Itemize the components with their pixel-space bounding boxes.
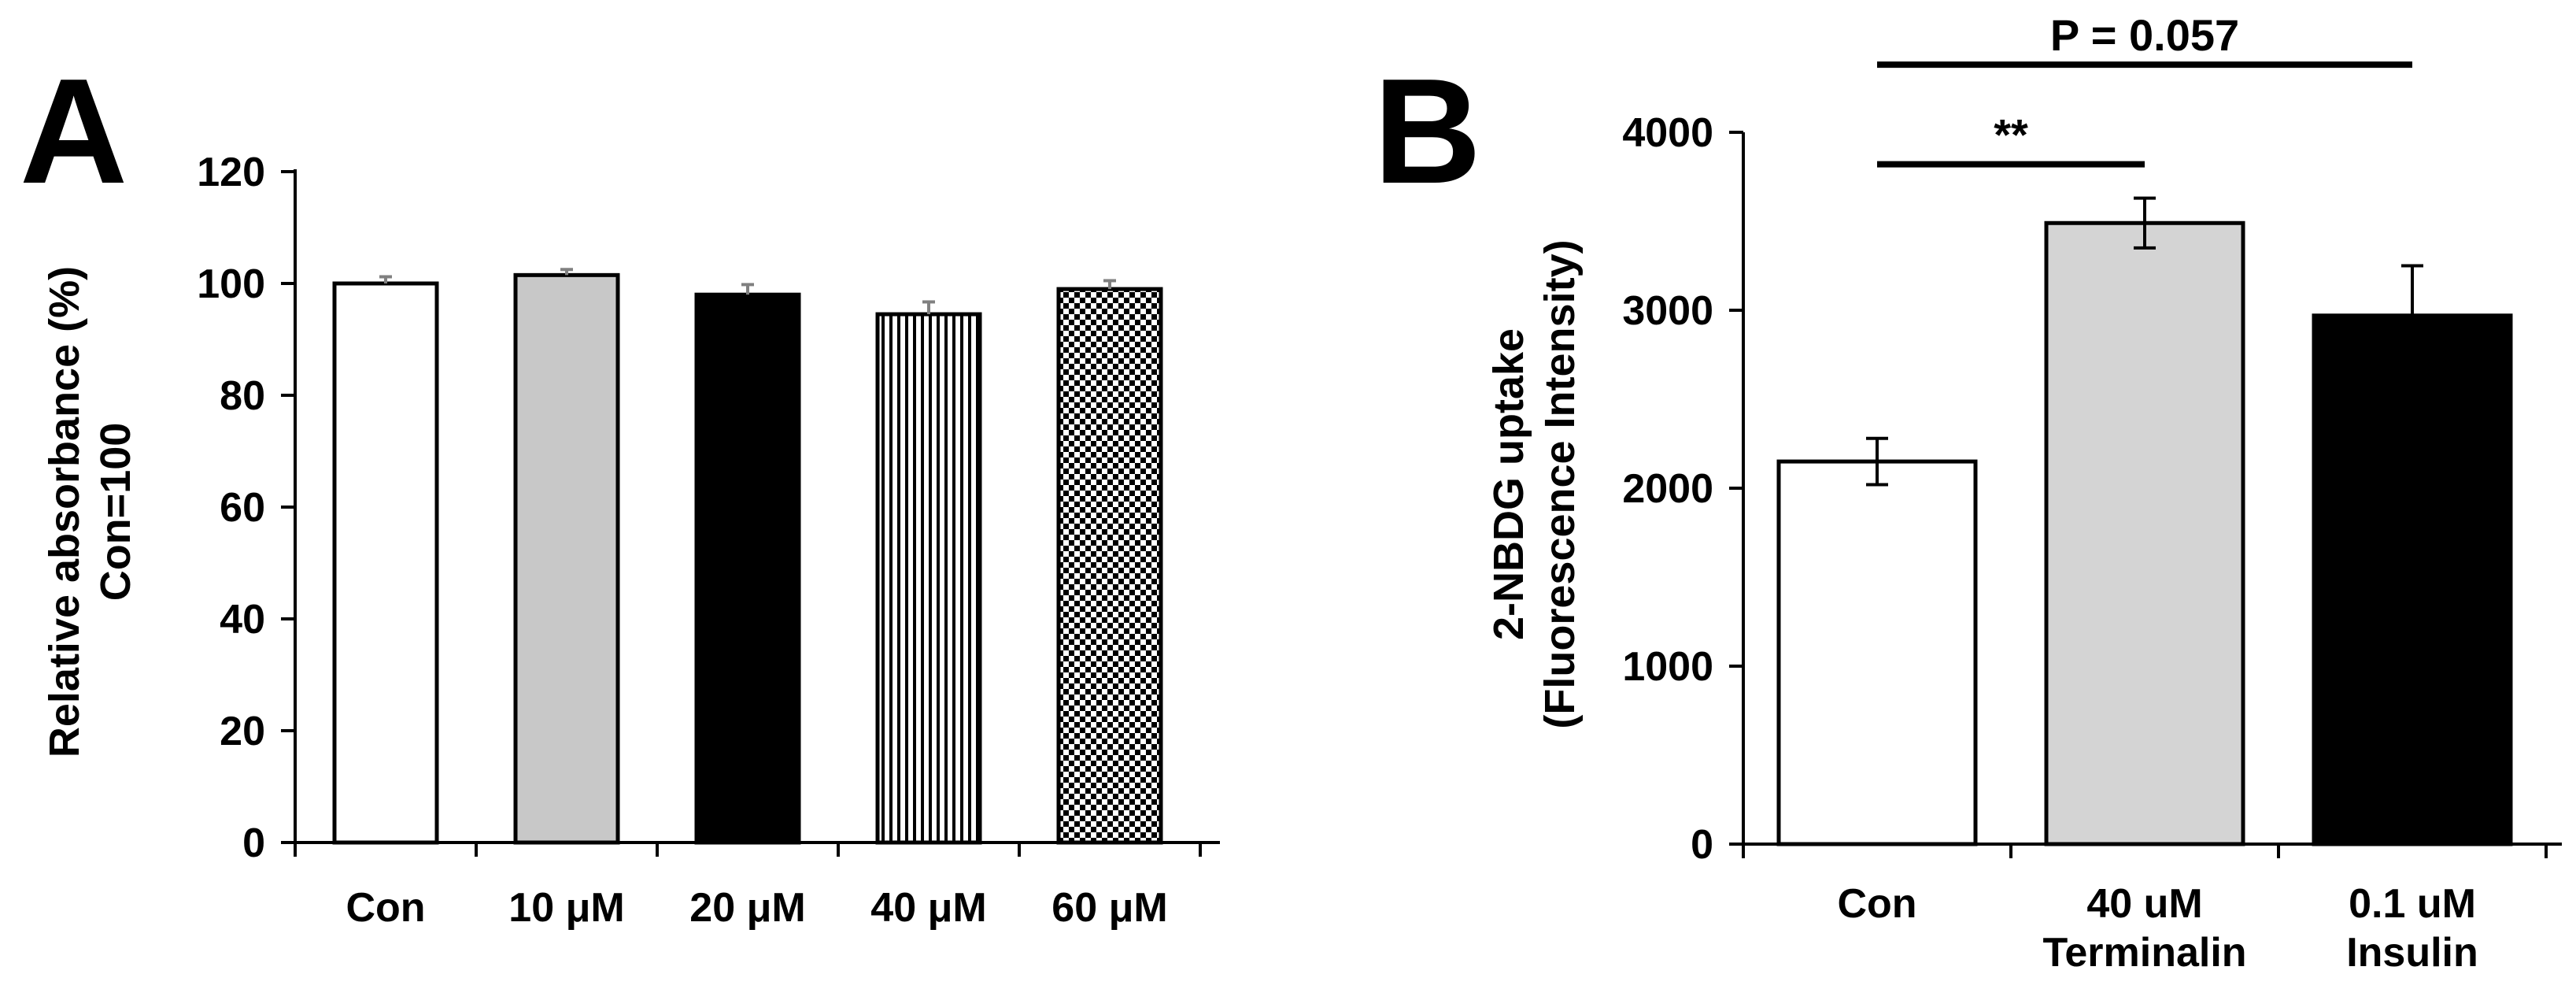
panel-a-letter: A	[20, 48, 128, 215]
panel-a-y-ticks: 0 20 40 60 80 100 120	[197, 150, 1202, 866]
y-tick-label: 20	[220, 709, 265, 754]
panel-a: A Relative absorbance (%) Con=100 0 20 40 6…	[20, 48, 1220, 931]
y-tick-label: 0	[242, 820, 265, 866]
bar	[332, 281, 439, 845]
panel-b: B 2-NBDG uptake (Fluorescence Intensity)…	[1373, 10, 2562, 976]
y-tick-label: 0	[1691, 822, 1713, 868]
x-category-label: 10 μM	[508, 885, 624, 931]
y-tick-label: 100	[197, 261, 265, 307]
y-tick-label: 40	[220, 597, 265, 643]
x-category-label: Con	[346, 885, 425, 931]
bar	[875, 312, 982, 845]
y-tick-label: 4000	[1622, 110, 1713, 156]
x-category-label: 20 μM	[689, 885, 805, 931]
panel-b-y-ticks: 0 1000 2000 3000 4000	[1622, 110, 2548, 868]
y-tick-label: 3000	[1622, 288, 1713, 334]
panel-a-bars	[332, 268, 1163, 845]
bar	[2312, 313, 2513, 846]
bar	[1776, 459, 1978, 846]
panel-b-bars	[1776, 196, 2513, 846]
significance-label: **	[1994, 110, 2028, 160]
y-tick-label: 1000	[1622, 644, 1713, 690]
x-category-label: 60 μM	[1051, 885, 1167, 931]
y-tick-label: 80	[220, 373, 265, 419]
panel-a-ylabel-2: Con=100	[92, 423, 139, 602]
significance-label: P = 0.057	[2050, 10, 2239, 60]
x-category-label: Insulin	[2346, 930, 2478, 976]
x-category-label: 40 uM	[2086, 881, 2202, 927]
x-category-label: 0.1 uM	[2349, 881, 2476, 927]
y-tick-label: 60	[220, 485, 265, 531]
bar	[694, 292, 801, 845]
x-category-label: Con	[1837, 881, 1916, 927]
x-category-label: Terminalin	[2042, 930, 2246, 976]
panel-a-x-labels: Con 10 μM 20 μM 40 μM 60 μM	[346, 885, 1167, 931]
bar	[1056, 287, 1163, 845]
bar	[513, 272, 620, 845]
y-tick-label: 120	[197, 150, 265, 195]
bar	[2044, 220, 2245, 846]
panel-b-ylabel: 2-NBDG uptake	[1485, 328, 1532, 640]
y-tick-label: 2000	[1622, 466, 1713, 512]
panel-b-significance: ** P = 0.057	[1877, 10, 2412, 168]
panel-b-ylabel-2: (Fluorescence Intensity)	[1536, 239, 1584, 728]
panel-a-ylabel: Relative absorbance (%)	[41, 266, 88, 757]
x-category-label: 40 μM	[870, 885, 986, 931]
panel-b-letter: B	[1373, 48, 1481, 215]
